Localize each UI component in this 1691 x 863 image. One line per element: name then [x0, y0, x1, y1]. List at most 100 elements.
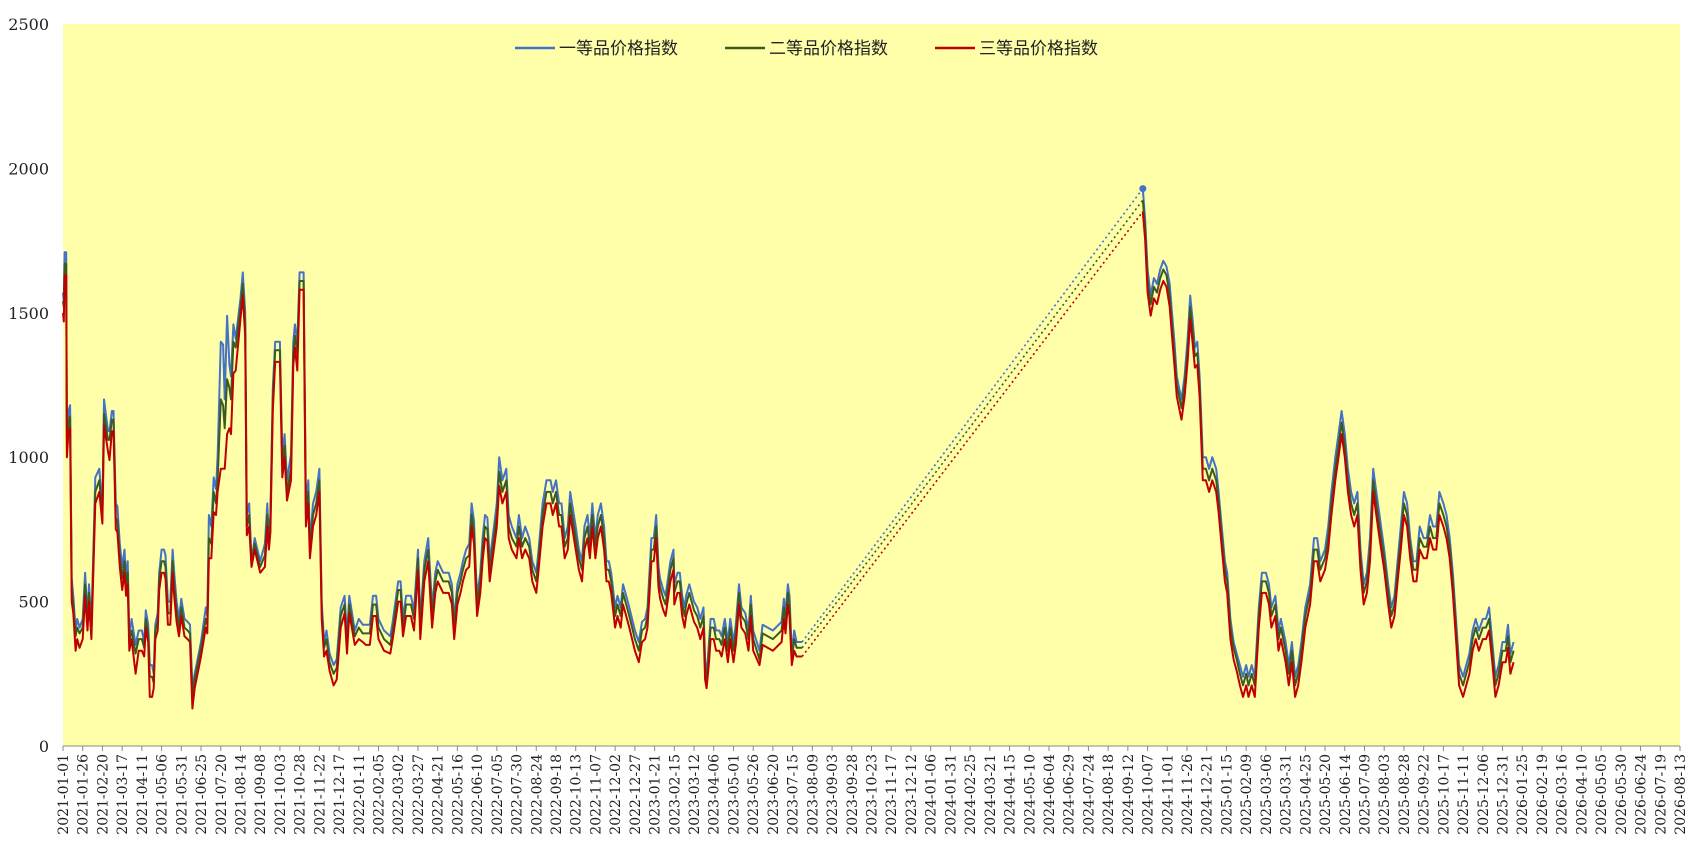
x-tick-label: 2026-06-24 [1634, 754, 1650, 835]
y-tick-label: 1000 [8, 448, 49, 467]
x-tick-label: 2022-04-21 [431, 754, 447, 835]
x-tick-label: 2025-08-03 [1377, 754, 1393, 835]
x-tick-label: 2024-03-21 [983, 754, 999, 835]
x-tick-label: 2021-05-06 [155, 754, 171, 835]
x-tick-label: 2023-04-06 [707, 754, 723, 835]
y-tick-label: 1500 [8, 304, 49, 323]
series-gap-line-3 [801, 211, 1144, 657]
x-tick-label: 2022-12-27 [628, 754, 644, 835]
x-tick-label: 2024-05-10 [1022, 754, 1038, 835]
x-tick-label: 2024-06-04 [1042, 754, 1058, 835]
legend-label: 二等品价格指数 [769, 39, 888, 59]
y-tick-label: 2000 [8, 159, 49, 178]
x-tick-label: 2024-12-21 [1200, 754, 1216, 835]
x-tick-label: 2022-03-27 [411, 754, 427, 835]
x-tick-label: 2025-11-11 [1456, 754, 1472, 835]
x-tick-label: 2025-02-09 [1239, 754, 1255, 835]
x-tick-label: 2023-07-15 [786, 754, 802, 835]
x-tick-label: 2022-01-11 [352, 754, 368, 835]
x-tick-label: 2024-11-01 [1160, 754, 1176, 835]
x-tick-label: 2024-01-06 [924, 754, 940, 835]
x-tick-label: 2022-09-18 [549, 754, 565, 835]
x-tick-label: 2025-07-09 [1357, 754, 1373, 835]
x-tick-label: 2023-05-26 [746, 754, 762, 835]
x-tick-label: 2021-01-26 [76, 754, 92, 835]
x-tick-label: 2021-12-17 [332, 754, 348, 835]
x-tick-label: 2025-03-31 [1279, 754, 1295, 835]
x-tick-label: 2025-05-20 [1318, 754, 1334, 835]
x-tick-label: 2025-10-17 [1436, 754, 1452, 835]
x-tick-label: 2023-02-15 [667, 754, 683, 835]
series-lines [62, 185, 1515, 710]
x-tick-label: 2022-10-13 [569, 754, 585, 835]
x-tick-label: 2025-03-06 [1259, 754, 1275, 835]
y-tick-label: 0 [39, 737, 49, 756]
x-tick-label: 2026-07-19 [1653, 754, 1669, 835]
x-tick-label: 2023-09-28 [845, 754, 861, 835]
x-tick-label: 2024-04-15 [1003, 754, 1019, 835]
series-line-3 [62, 211, 1515, 710]
x-tick-label: 2025-01-15 [1219, 754, 1235, 835]
x-tick-label: 2025-12-31 [1496, 754, 1512, 835]
x-tick-label: 2026-05-30 [1614, 754, 1630, 835]
x-tick-label: 2022-11-07 [588, 754, 604, 835]
series-gap-line-2 [801, 199, 1144, 649]
x-tick-label: 2025-09-22 [1417, 754, 1433, 835]
x-tick-label: 2026-08-13 [1673, 754, 1689, 835]
x-tick-label: 2021-08-14 [233, 754, 249, 835]
y-axis: 0 500 1000 1500 2000 2500 [8, 15, 49, 756]
x-tick-label: 2026-01-25 [1515, 754, 1531, 835]
legend-label: 一等品价格指数 [559, 39, 678, 59]
x-tick-label: 2021-01-01 [56, 754, 72, 835]
peak-marker [1139, 185, 1147, 193]
x-tick-label: 2023-10-23 [865, 754, 881, 835]
legend: 一等品价格指数 二等品价格指数 三等品价格指数 [515, 39, 1098, 59]
x-tick-label: 2022-02-05 [372, 754, 388, 835]
x-tick-label: 2026-04-10 [1574, 754, 1590, 835]
x-tick-label: 2025-08-28 [1397, 754, 1413, 835]
x-tick-label: 2023-05-01 [726, 754, 742, 835]
x-tick-label: 2021-02-20 [95, 754, 111, 835]
x-tick-label: 2025-06-14 [1338, 754, 1354, 835]
x-tick-label: 2024-07-24 [1081, 754, 1097, 835]
plot-area [63, 24, 1680, 746]
x-tick-label: 2026-05-05 [1594, 754, 1610, 835]
x-tick-label: 2023-08-09 [805, 754, 821, 835]
x-tick-label: 2021-04-11 [135, 754, 151, 835]
x-tick-label: 2024-01-31 [943, 754, 959, 835]
x-tick-label: 2021-11-22 [312, 754, 328, 835]
x-tick-label: 2023-09-03 [825, 754, 841, 835]
x-tick-label: 2022-03-02 [391, 754, 407, 835]
x-tick-label: 2023-11-17 [884, 754, 900, 835]
x-tick-label: 2024-02-25 [963, 754, 979, 835]
x-tick-label: 2021-05-31 [174, 754, 190, 835]
x-tick-label: 2025-04-25 [1298, 754, 1314, 835]
x-tick-label: 2023-03-12 [687, 754, 703, 835]
x-axis: 2021-01-01 2021-01-26 2021-02-20 2021-03-17… [56, 745, 1689, 835]
x-tick-label: 2024-08-18 [1101, 754, 1117, 835]
x-tick-label: 2022-07-05 [490, 754, 506, 835]
x-tick-label: 2021-10-28 [293, 754, 309, 835]
x-tick-label: 2024-06-29 [1062, 754, 1078, 835]
x-tick-label: 2026-03-16 [1555, 754, 1571, 835]
x-tick-label: 2023-06-20 [766, 754, 782, 835]
x-tick-label: 2025-12-06 [1476, 754, 1492, 835]
x-tick-label: 2021-07-20 [214, 754, 230, 835]
x-tick-label: 2024-11-26 [1180, 754, 1196, 835]
x-tick-label: 2022-05-16 [450, 754, 466, 835]
x-tick-label: 2022-06-10 [470, 754, 486, 835]
legend-label: 三等品价格指数 [979, 39, 1098, 59]
x-tick-label: 2022-12-02 [608, 754, 624, 835]
x-tick-label: 2022-08-24 [529, 754, 545, 835]
x-tick-label: 2026-02-19 [1535, 754, 1551, 835]
x-tick-label: 2022-07-30 [510, 754, 526, 835]
x-tick-label: 2024-10-07 [1141, 754, 1157, 835]
y-tick-label: 500 [18, 593, 49, 612]
x-tick-label: 2021-03-17 [115, 754, 131, 835]
x-tick-label: 2021-10-03 [273, 754, 289, 835]
x-tick-label: 2024-09-12 [1121, 754, 1137, 835]
x-tick-label: 2021-06-25 [194, 754, 210, 835]
x-tick-label: 2023-01-21 [648, 754, 664, 835]
x-tick-label: 2023-12-12 [904, 754, 920, 835]
